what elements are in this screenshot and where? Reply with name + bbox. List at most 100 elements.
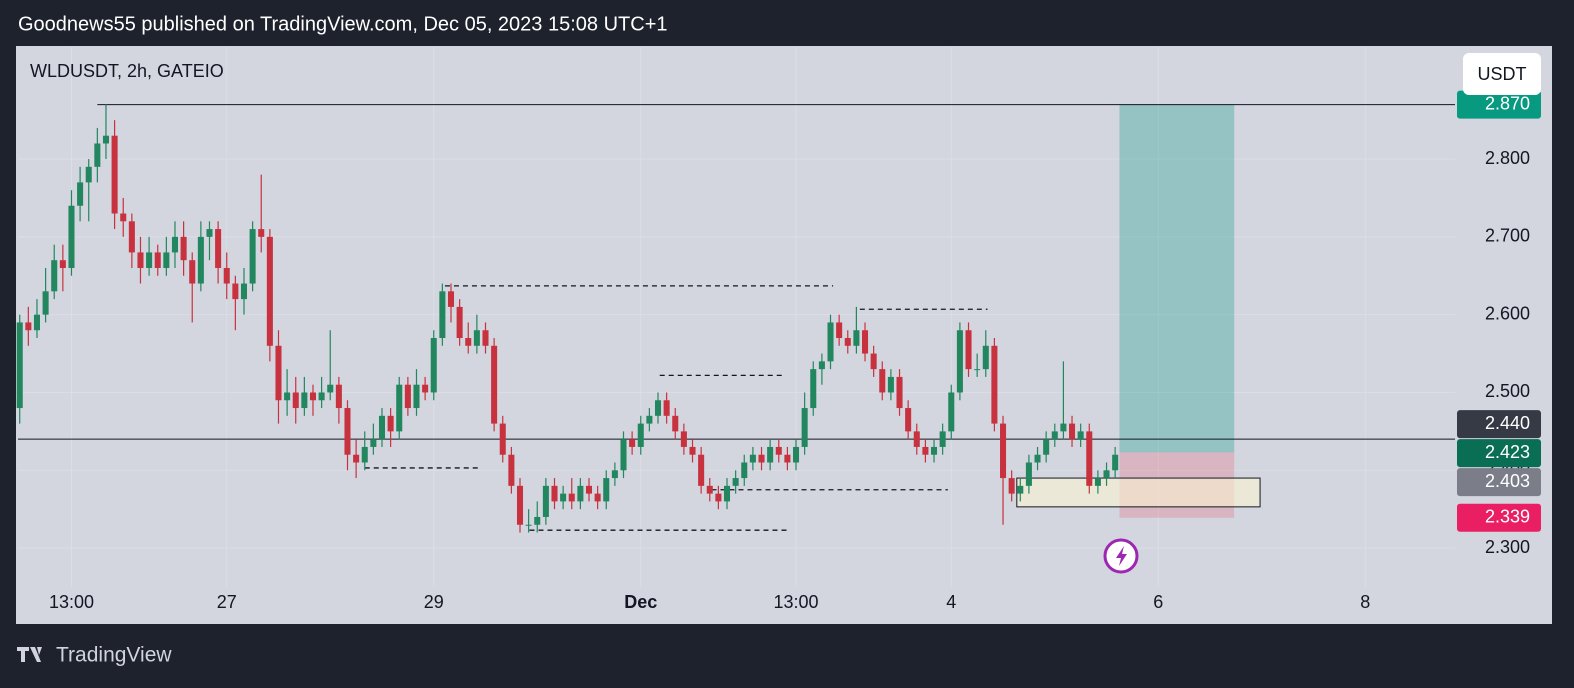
candle-body	[525, 524, 532, 526]
candle-body	[465, 338, 472, 346]
candle-body	[180, 236, 187, 261]
candle-body	[577, 485, 584, 502]
candle-body	[646, 415, 653, 424]
candle-body	[128, 221, 135, 253]
candle-body	[223, 267, 230, 284]
candle-body	[913, 431, 920, 447]
candle-body	[422, 384, 429, 393]
candle-body	[542, 485, 549, 517]
candle-body	[836, 322, 843, 339]
candle-body	[301, 392, 308, 409]
candle-body	[991, 345, 998, 424]
candle-body	[818, 361, 825, 370]
symbol-title: WLDUSDT, 2h, GATEIO	[30, 61, 224, 81]
candle-body	[378, 415, 386, 440]
candle-body	[620, 439, 627, 471]
x-tick-label: 13:00	[773, 592, 818, 612]
candle-body	[33, 314, 40, 331]
x-tick-label: 8	[1360, 592, 1370, 612]
candle-body	[197, 236, 204, 284]
candle-body	[154, 252, 161, 268]
candle-body	[508, 454, 515, 486]
price-label: 2.440	[1485, 413, 1530, 433]
candle-body	[758, 454, 765, 463]
price-label: 2.339	[1485, 506, 1530, 526]
candle-body	[965, 330, 972, 370]
candle-body	[516, 485, 524, 525]
candle-body	[879, 369, 886, 393]
candle-body	[318, 392, 325, 401]
y-tick-label: 2.300	[1485, 537, 1530, 557]
candle-body	[939, 431, 946, 447]
candle-body	[1094, 478, 1101, 486]
candle-body	[327, 384, 334, 393]
candle-body	[456, 306, 463, 339]
candle-body	[1077, 431, 1084, 440]
candle-body	[982, 345, 989, 370]
candle-body	[430, 338, 437, 393]
y-tick-label: 2.800	[1485, 148, 1530, 168]
candle-body	[1051, 431, 1058, 440]
candle-body	[232, 283, 239, 300]
currency-label: USDT	[1478, 64, 1527, 84]
target-area	[1119, 104, 1235, 453]
candle-body	[189, 260, 196, 284]
candle-body	[59, 260, 66, 268]
candle-body	[551, 485, 558, 502]
candle-body	[560, 493, 567, 502]
candle-body	[266, 236, 273, 346]
candle-body	[473, 330, 480, 346]
candle-body	[68, 205, 75, 268]
candle-body	[706, 485, 713, 494]
candle-body	[698, 454, 705, 486]
candle-body	[784, 454, 791, 463]
candle-body	[948, 392, 955, 432]
candle-body	[163, 252, 170, 268]
candle-body	[974, 369, 981, 371]
candle-body	[1008, 478, 1015, 494]
alert-bolt	[1116, 546, 1127, 566]
candle-body	[922, 446, 929, 455]
candle-body	[1069, 423, 1076, 440]
candle-body	[447, 291, 455, 307]
candle-body	[1017, 485, 1024, 494]
candle-body	[956, 330, 963, 393]
candle-body	[335, 384, 342, 409]
price-label: 2.870	[1485, 93, 1530, 113]
candle-body	[689, 446, 696, 455]
candle-body	[741, 462, 748, 479]
candle-body	[594, 493, 601, 502]
candle-body	[568, 493, 575, 502]
candle-body	[585, 485, 593, 494]
candle-body	[775, 446, 782, 455]
candle-body	[120, 213, 127, 222]
candle-body	[404, 384, 411, 409]
chart-panel	[16, 46, 1552, 624]
candle-body	[862, 330, 869, 354]
x-tick-label: 27	[217, 592, 237, 612]
candle-body	[146, 252, 153, 268]
x-tick-label: 13:00	[49, 592, 94, 612]
candle-body	[810, 369, 817, 409]
candle-body	[387, 415, 394, 432]
x-tick-label: 29	[424, 592, 444, 612]
currency-button[interactable]	[1463, 53, 1541, 95]
candle-body	[137, 252, 144, 268]
candle-body	[51, 260, 58, 292]
candle-body	[827, 322, 834, 362]
candle-body	[240, 283, 248, 300]
y-tick-label: 2.600	[1485, 303, 1530, 323]
candle-body	[413, 384, 420, 409]
candle-body	[637, 423, 644, 447]
candle-body	[534, 516, 541, 525]
candle-body	[439, 291, 446, 339]
x-tick-label: 6	[1153, 592, 1163, 612]
candle-body	[491, 345, 498, 424]
candle-body	[1086, 431, 1093, 486]
y-tick-label: 2.500	[1485, 381, 1530, 401]
price-label: 2.423	[1485, 442, 1530, 462]
candle-body	[370, 439, 377, 447]
candle-body	[25, 322, 32, 331]
candle-body	[887, 376, 894, 393]
candle-body	[672, 415, 679, 432]
